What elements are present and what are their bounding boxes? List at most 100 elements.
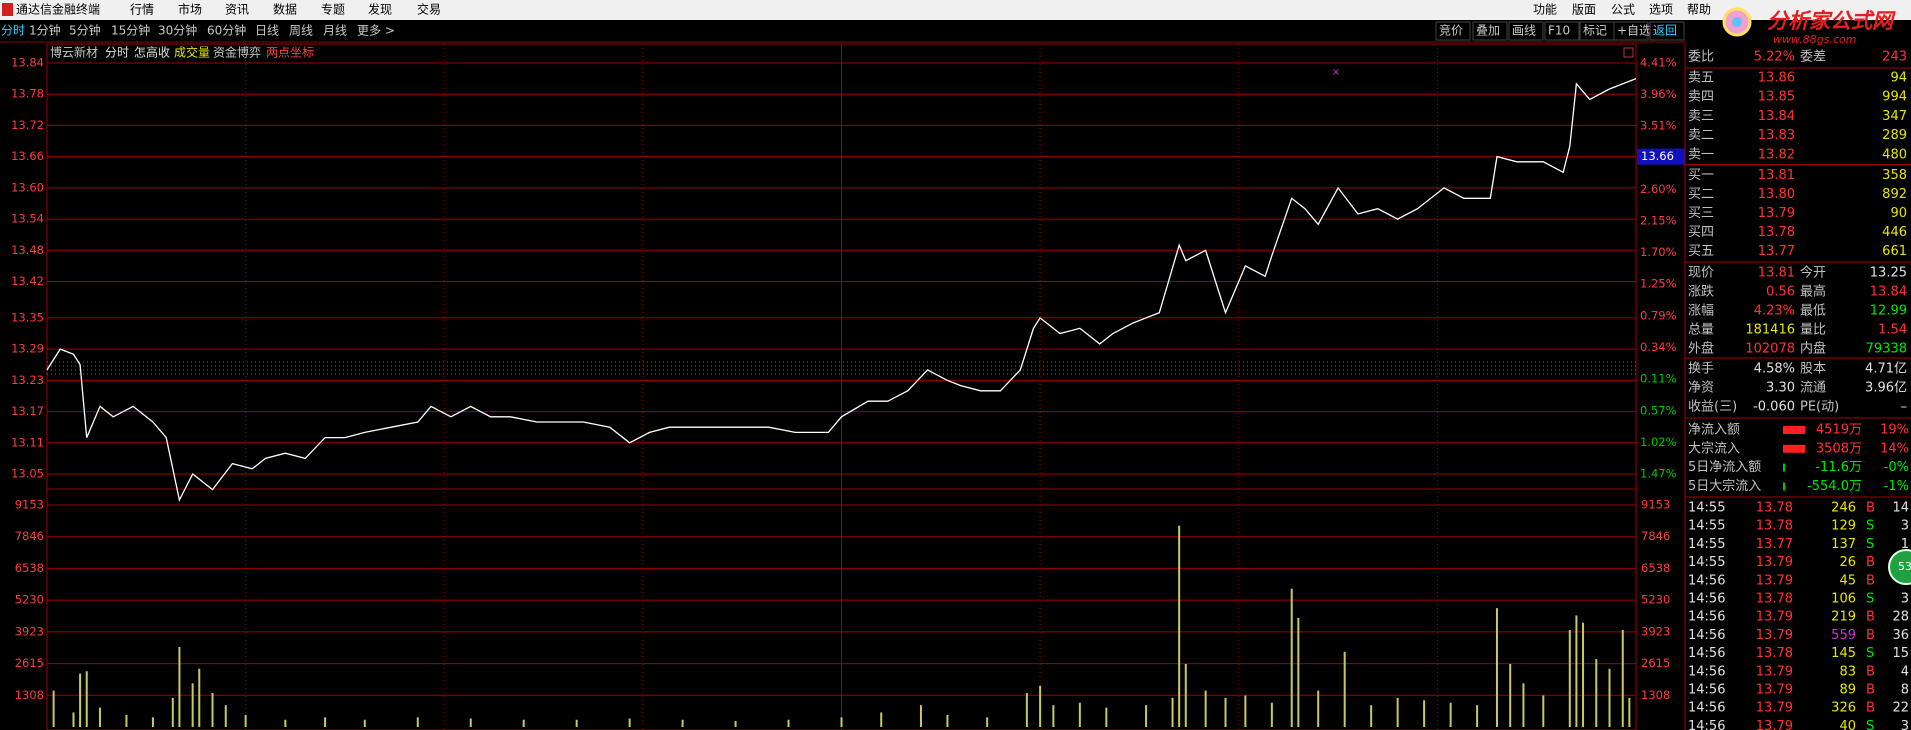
quote-value: 13.81	[1758, 266, 1795, 281]
y-tick-label: 6538	[15, 561, 44, 575]
tool-button[interactable]: 叠加	[1476, 24, 1500, 38]
tool-button[interactable]: 画线	[1512, 24, 1536, 38]
volume-bar	[1297, 617, 1300, 727]
period-tab[interactable]: 15分钟	[111, 23, 150, 38]
chart-header-item[interactable]: 两点坐标	[266, 46, 314, 60]
trade-side: S	[1866, 519, 1874, 534]
trade-price: 13.79	[1756, 719, 1793, 730]
flow-bar	[1783, 463, 1785, 472]
period-tab[interactable]: 5分钟	[69, 23, 101, 38]
y-tick-label: 2615	[1641, 656, 1670, 670]
menu-item[interactable]: 交易	[417, 2, 441, 17]
trade-count: 4	[1901, 664, 1909, 679]
tool-button-frame	[1508, 21, 1544, 41]
y2-tick-label: 1.70%	[1640, 245, 1677, 259]
trade-time: 14:55	[1688, 537, 1725, 552]
period-tab[interactable]: 60分钟	[207, 23, 246, 38]
chart-header-item[interactable]: 资金博弈	[213, 45, 261, 60]
trade-time: 14:56	[1688, 664, 1725, 679]
menu-item[interactable]: 行情	[130, 3, 154, 17]
volume-bar	[919, 705, 922, 727]
trade-price: 13.79	[1756, 573, 1793, 588]
trade-side: B	[1866, 701, 1875, 716]
app-title: 通达信金融终端	[16, 2, 100, 17]
trade-price: 13.79	[1756, 610, 1793, 625]
volume-bar	[1078, 702, 1081, 727]
menu-item[interactable]: 帮助	[1687, 3, 1711, 17]
period-tab[interactable]: 分时	[1, 24, 25, 38]
tool-button[interactable]: F10	[1548, 24, 1570, 38]
trade-side: S	[1866, 537, 1874, 552]
trade-price: 13.79	[1756, 628, 1793, 643]
y2-tick-label: 0.11%	[1640, 371, 1677, 385]
volume-bar	[1370, 705, 1373, 727]
cursor-mark: ×	[1332, 67, 1340, 78]
chart-header-item[interactable]: 成交量	[174, 45, 210, 60]
period-tab[interactable]: 周线	[289, 24, 313, 38]
tool-button[interactable]: 返回	[1653, 24, 1677, 38]
volume-bar	[1343, 651, 1346, 727]
quote-label: 总量	[1688, 323, 1714, 338]
period-tab[interactable]: 日线	[255, 24, 279, 38]
flow-value: -11.6万	[1815, 460, 1862, 475]
volume-bar	[469, 718, 472, 727]
quote-value: 12.99	[1870, 304, 1907, 319]
flow-percent: -0%	[1884, 460, 1909, 475]
tool-button[interactable]: 标记	[1583, 24, 1607, 38]
y2-tick-label: 0.57%	[1640, 404, 1677, 418]
y2-tick-label: 0.34%	[1640, 340, 1677, 354]
quote-label: 涨跌	[1688, 284, 1714, 300]
period-tab[interactable]: 月线	[323, 24, 347, 38]
trade-count: 3	[1901, 592, 1909, 607]
menu-bar	[0, 0, 1911, 20]
tool-button[interactable]: 竞价	[1439, 24, 1463, 38]
menu-item[interactable]: 数据	[273, 2, 297, 17]
menu-item[interactable]: 专题	[321, 2, 345, 17]
period-tab[interactable]: 1分钟	[29, 23, 61, 38]
badge[interactable]	[1888, 549, 1911, 585]
menu-item[interactable]: 版面	[1572, 3, 1596, 17]
volume-bar	[1171, 697, 1174, 727]
tool-button[interactable]: +自选	[1617, 24, 1651, 38]
book-volume: 661	[1882, 244, 1907, 259]
menu-item[interactable]: 功能	[1533, 3, 1557, 17]
maximize-icon[interactable]	[1623, 47, 1634, 58]
volume-bar	[324, 717, 327, 727]
trade-price: 13.79	[1756, 683, 1793, 698]
badge-label[interactable]: 53	[1898, 560, 1911, 573]
flow-percent: 19%	[1880, 423, 1909, 438]
quote-label: 内盘	[1800, 341, 1826, 357]
menu-item[interactable]: 市场	[178, 2, 202, 17]
stat-label: 收益(三)	[1688, 400, 1737, 415]
menu-item[interactable]: 选项	[1649, 3, 1673, 17]
trade-time: 14:55	[1688, 555, 1725, 570]
menu-item[interactable]: 公式	[1611, 3, 1635, 17]
label: 委比	[1688, 50, 1714, 65]
menu-item[interactable]: 资讯	[225, 3, 249, 17]
menu-item[interactable]: 发现	[368, 2, 392, 17]
y-tick-label: 7846	[1641, 529, 1670, 543]
period-tab[interactable]: 更多 >	[357, 24, 395, 38]
trade-price: 13.78	[1756, 592, 1793, 607]
flow-bar	[1783, 426, 1805, 434]
quote-label: 今开	[1800, 265, 1826, 281]
value: 5.22%	[1754, 50, 1795, 65]
volume-bar	[1495, 608, 1498, 727]
cursor-box	[1637, 148, 1685, 165]
y-tick-label: 13.54	[11, 212, 44, 226]
book-volume: 94	[1890, 71, 1907, 86]
chart-header-item[interactable]: 分时	[105, 46, 129, 60]
flow-label: 大宗流入	[1688, 440, 1740, 456]
chart-header-item[interactable]: 怎高收	[134, 45, 170, 60]
y-tick-label: 13.84	[11, 56, 44, 70]
trade-volume: 45	[1839, 573, 1856, 588]
volume-bar	[1290, 588, 1293, 727]
y2-tick-label: 0.79%	[1640, 309, 1677, 323]
trade-volume: 129	[1831, 519, 1856, 534]
book-volume: 446	[1882, 225, 1907, 240]
book-price: 13.83	[1758, 128, 1795, 143]
trade-time: 14:56	[1688, 701, 1725, 716]
period-tab[interactable]: 30分钟	[158, 23, 197, 38]
logo-icon-center	[1732, 17, 1742, 27]
volume-bar	[1145, 705, 1148, 727]
